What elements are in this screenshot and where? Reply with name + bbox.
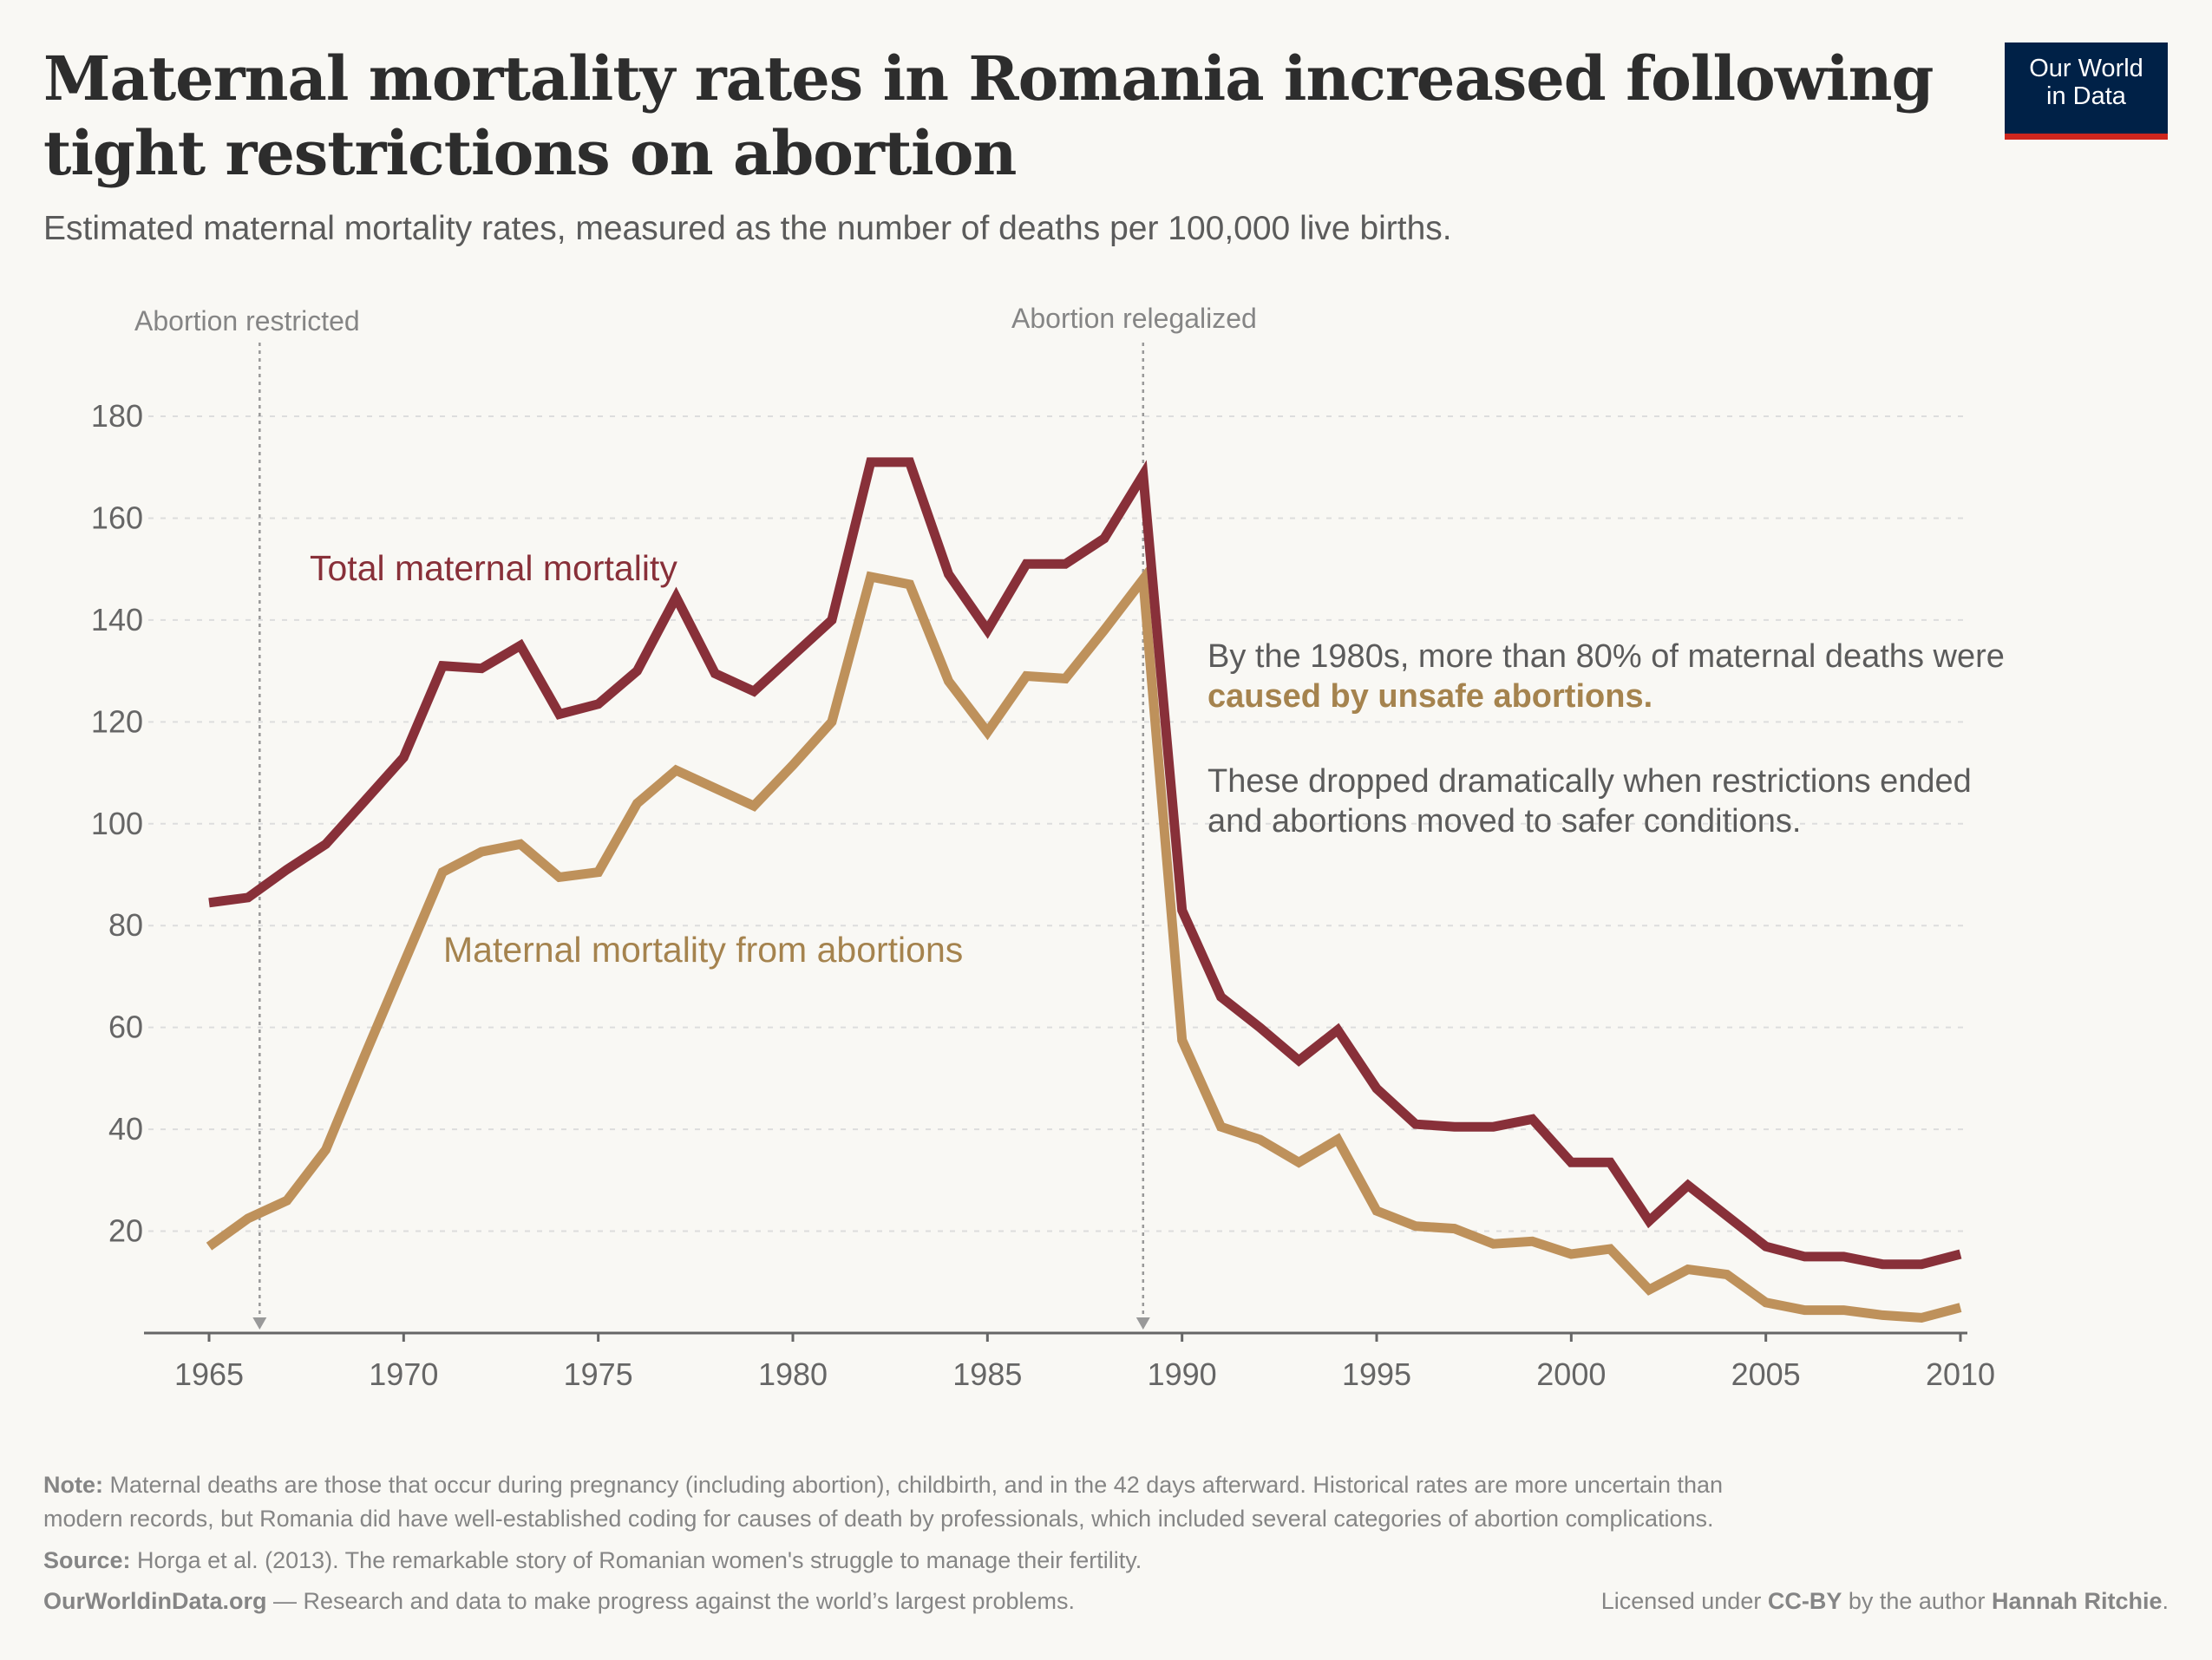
y-tick-label: 100 [91,806,143,841]
logo-line2: in Data [2046,82,2126,110]
note-text: Maternal deaths are those that occur dur… [109,1472,1724,1498]
x-tick-label: 2005 [1731,1356,1801,1392]
tagline: — Research and data to make progress aga… [266,1588,1075,1614]
owid-logo[interactable]: Our World in Data [2005,42,2168,140]
x-tick-label: 1990 [1148,1356,1217,1392]
series-label-total: Total maternal mortality [310,548,677,588]
y-tick-label: 60 [108,1010,143,1045]
footer-site: OurWorldinData.org — Research and data t… [43,1588,1075,1615]
source-label: Source: [43,1547,131,1573]
y-tick-label: 40 [108,1111,143,1147]
footer-note: Note: Maternal deaths are those that occ… [43,1472,1723,1499]
y-tick-label: 140 [91,602,143,637]
footer-source: Source: Horga et al. (2013). The remarka… [43,1547,1142,1574]
annotation-highlight: caused by unsafe abortions. [1207,678,1653,715]
annotation-text-1: By the 1980s, more than 80% of maternal … [1207,637,2005,716]
x-tick-label: 1980 [758,1356,828,1392]
y-tick-label: 80 [108,907,143,943]
footer-license: Licensed under CC-BY by the author Hanna… [1601,1588,2169,1615]
y-tick-label: 160 [91,500,143,535]
x-tick-label: 1995 [1342,1356,1411,1392]
y-tick-label: 120 [91,703,143,739]
series-line-abortions [206,566,1962,1323]
event-arrow-icon [252,1317,267,1330]
license-link[interactable]: CC-BY [1767,1588,1842,1614]
site-link[interactable]: OurWorldinData.org [43,1588,267,1614]
x-tick-label: 1970 [369,1356,438,1392]
chart-subtitle: Estimated maternal mortality rates, meas… [43,210,1452,247]
footer-note-2: modern records, but Romania did have wel… [43,1506,1714,1532]
x-tick-label: 1975 [564,1356,633,1392]
annotation-line: These dropped dramatically when restrict… [1207,763,1972,800]
chart-title: Maternal mortality rates in Romania incr… [43,42,1934,189]
x-tick-label: 2010 [1926,1356,1995,1392]
annotation-line: and abortions moved to safer conditions. [1207,803,1802,840]
y-tick-label: 180 [91,398,143,434]
event-label-restricted: Abortion restricted [134,305,360,337]
source-text: Horga et al. (2013). The remarkable stor… [137,1547,1142,1573]
series-label-abortions: Maternal mortality from abortions [443,930,964,970]
license-prefix: Licensed under [1600,1588,1768,1614]
x-tick-label: 1965 [174,1356,244,1392]
annotation-line: By the 1980s, more than 80% of maternal … [1207,638,2005,675]
license-end: . [2162,1588,2169,1614]
event-arrow-icon [1135,1317,1150,1330]
series-line-total [208,457,1962,1270]
x-tick-label: 2000 [1536,1356,1606,1392]
author-name: Hannah Ritchie [1991,1588,2163,1614]
x-tick-label: 1985 [952,1356,1022,1392]
license-mid: by the author [1842,1588,1992,1614]
note-label: Note: [43,1472,103,1498]
logo-line1: Our World [2029,55,2143,82]
y-tick-label: 20 [108,1213,143,1249]
annotation-text-2: These dropped dramatically when restrict… [1207,761,1972,841]
event-label-relegalized: Abortion relegalized [1011,303,1257,334]
